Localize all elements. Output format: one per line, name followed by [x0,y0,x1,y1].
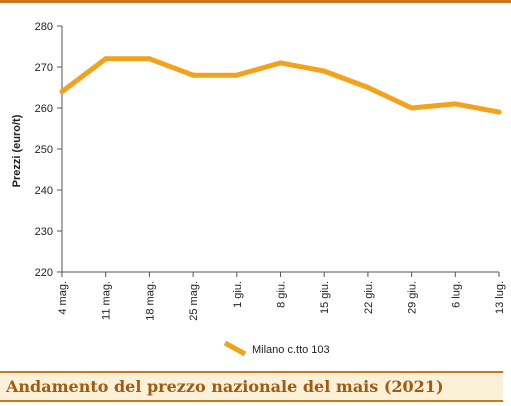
data-point [409,105,415,111]
top-accent-bar [0,0,511,3]
x-tick-label: 13 lug. [494,281,506,314]
x-tick-label: 25 mag. [188,281,200,321]
x-tick-label: 6 lug. [450,281,462,308]
legend-swatch [223,340,247,357]
x-tick-label: 22 giu. [363,281,375,314]
caption-title: Andamento del prezzo nazionale del mais … [6,377,444,396]
x-tick-label: 11 mag. [101,281,113,320]
data-point [103,56,109,62]
y-tick-label: 230 [35,226,53,238]
chart-caption: Andamento del prezzo nazionale del mais … [0,371,503,402]
y-tick-label: 280 [35,21,53,33]
data-point [278,60,283,66]
y-axis-title: Prezzi (euro/t) [11,114,23,187]
x-tick-label: 18 mag. [144,281,156,321]
y-tick-label: 250 [35,144,53,156]
data-point [365,85,371,90]
y-tick-label: 220 [35,267,53,279]
data-point [146,56,152,62]
data-point [59,89,65,95]
data-point [321,68,327,74]
x-tick-label: 4 mag. [57,281,69,315]
data-point [496,109,502,115]
x-tick-label: 1 giu. [232,281,244,308]
series-line [60,56,500,115]
legend: Milano c.tto 103 [223,340,330,357]
data-point [452,101,458,107]
x-tick-label: 29 giu. [407,281,419,314]
y-tick-label: 270 [35,62,53,74]
y-tick-label: 240 [35,185,53,197]
x-axis: 4 mag. 11 mag. 18 mag. 25 mag. 1 giu. 8 giu. 1… [57,271,506,321]
x-tick-label: 8 giu. [276,281,288,308]
legend-label: Milano c.tto 103 [252,344,330,356]
data-point [234,72,240,78]
y-axis: 220 230 240 250 260 270 280 [35,21,63,279]
data-point [190,72,196,78]
series-group [59,56,502,115]
line-chart: 220 230 240 250 260 270 280 4 mag. 11 mag. 18 ma… [11,21,506,357]
x-tick-label: 15 giu. [319,281,331,314]
y-tick-label: 260 [35,103,53,115]
